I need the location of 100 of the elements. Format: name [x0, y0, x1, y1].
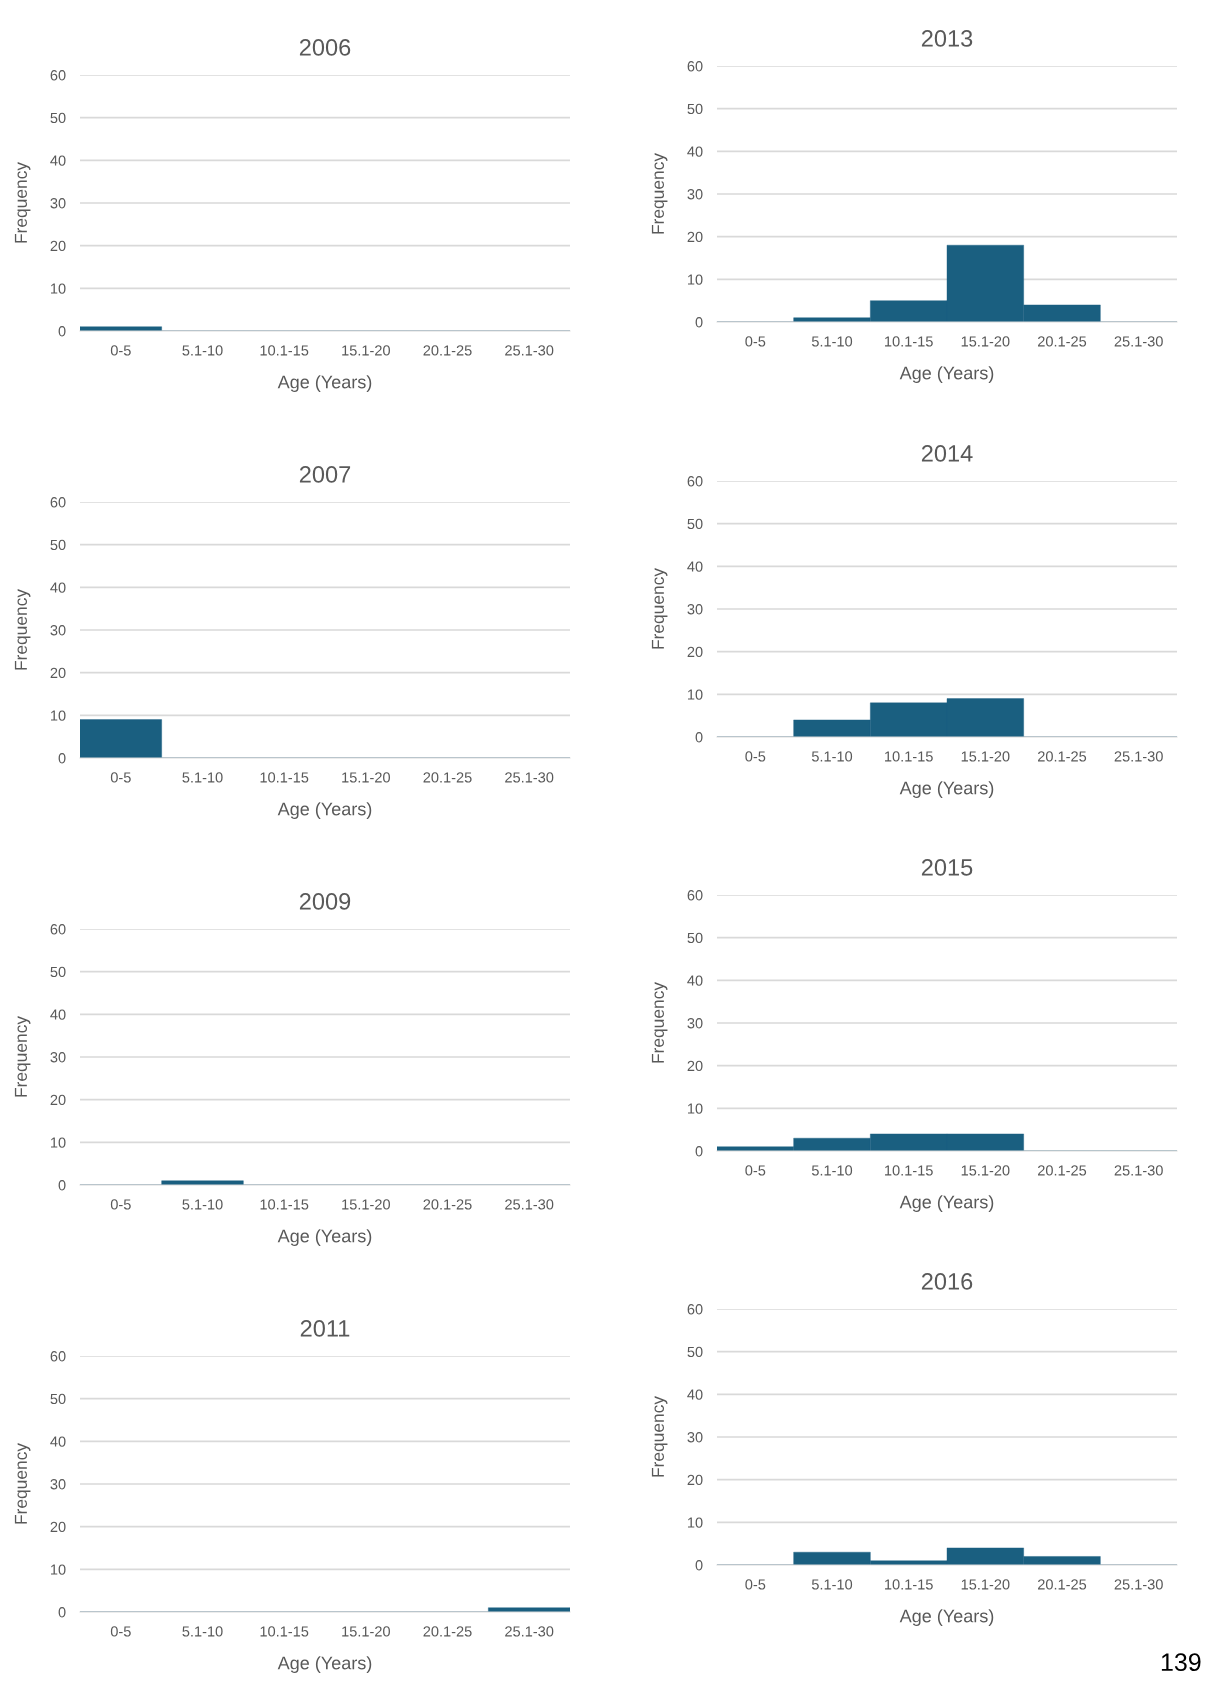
x-tick-label: 15.1-20 [342, 1199, 390, 1210]
y-tick-label: 0 [695, 1146, 703, 1157]
x-tick-label: 5.1-10 [182, 345, 223, 356]
x-tick-label: 15.1-20 [961, 1165, 1010, 1176]
y-tick-label: 0 [58, 326, 66, 337]
y-tick-label: 10 [51, 710, 66, 721]
y-tick-label: 40 [687, 561, 703, 572]
y-axis-title: Frequency [14, 1443, 31, 1524]
x-tick-label: 5.1-10 [182, 1626, 223, 1637]
y-tick-label: 60 [687, 1304, 703, 1315]
x-axis-title: Age (Years) [277, 375, 372, 392]
y-tick-label: 60 [50, 924, 66, 935]
y-tick-label: 60 [687, 61, 703, 72]
x-tick-label: 10.1-15 [260, 772, 309, 783]
x-tick-label: 25.1-30 [1114, 751, 1163, 762]
x-tick-label: 5.1-10 [811, 1165, 853, 1176]
x-tick-label: 0-5 [745, 751, 766, 762]
x-tick-label: 0-5 [110, 772, 131, 783]
y-tick-label: 10 [688, 1517, 703, 1528]
x-tick-label: 25.1-30 [505, 1199, 554, 1210]
x-tick-label: 15.1-20 [961, 1579, 1010, 1590]
y-tick-label: 30 [50, 1052, 66, 1063]
x-tick-label: 15.1-20 [961, 751, 1010, 762]
x-axis-title: Age (Years) [899, 1195, 994, 1212]
y-tick-label: 10 [51, 1137, 66, 1148]
chart-title: 2015 [921, 859, 973, 876]
y-tick-label: 10 [688, 274, 703, 285]
x-tick-label: 10.1-15 [885, 336, 933, 347]
y-tick-label: 20 [50, 1094, 66, 1106]
y-tick-label: 40 [50, 155, 66, 166]
y-tick-label: 50 [50, 112, 66, 124]
y-tick-label: 30 [50, 1479, 66, 1490]
y-tick-label: 60 [50, 497, 66, 508]
x-tick-label: 10.1-15 [885, 751, 933, 762]
x-axis-title: Age (Years) [277, 1656, 372, 1673]
y-axis-title: Frequency [14, 589, 31, 670]
y-tick-label: 10 [51, 1564, 66, 1575]
chart-title: 2006 [299, 39, 351, 56]
chart-title: 2009 [299, 893, 351, 910]
y-tick-label: 60 [50, 1351, 66, 1362]
x-tick-label: 25.1-30 [1114, 1165, 1163, 1176]
y-tick-label: 0 [58, 753, 66, 764]
y-tick-label: 40 [687, 1389, 703, 1400]
x-tick-label: 20.1-25 [1038, 1579, 1087, 1590]
y-tick-label: 30 [687, 1432, 703, 1443]
chart-title: 2013 [921, 30, 973, 47]
y-tick-label: 50 [687, 932, 703, 944]
y-tick-label: 50 [687, 518, 703, 530]
x-axis-title: Age (Years) [277, 1229, 372, 1246]
y-tick-label: 60 [50, 70, 66, 81]
x-tick-label: 15.1-20 [342, 772, 390, 783]
y-tick-label: 0 [58, 1180, 66, 1191]
y-tick-label: 30 [50, 625, 66, 636]
x-tick-label: 5.1-10 [811, 336, 853, 347]
x-tick-label: 20.1-25 [423, 772, 472, 783]
y-tick-label: 10 [688, 689, 703, 700]
x-tick-label: 15.1-20 [342, 1626, 390, 1637]
y-tick-label: 40 [50, 1009, 66, 1020]
y-axis-title: Frequency [14, 1016, 31, 1097]
y-tick-label: 0 [695, 732, 703, 743]
x-axis-title: Age (Years) [899, 366, 994, 383]
x-tick-label: 10.1-15 [260, 1626, 309, 1637]
x-axis-title: Age (Years) [899, 781, 994, 798]
y-axis-title: Frequency [651, 568, 668, 649]
y-tick-label: 60 [687, 476, 703, 487]
x-axis-title: Age (Years) [899, 1609, 994, 1626]
y-tick-label: 0 [695, 1560, 703, 1571]
x-tick-label: 5.1-10 [811, 751, 853, 762]
y-tick-label: 20 [50, 667, 66, 679]
x-tick-label: 20.1-25 [1038, 1165, 1087, 1176]
x-axis-title: Age (Years) [277, 802, 372, 819]
y-tick-label: 60 [687, 890, 703, 901]
y-tick-label: 20 [687, 1474, 703, 1486]
y-tick-label: 30 [687, 604, 703, 615]
x-tick-label: 25.1-30 [1114, 336, 1163, 347]
x-tick-label: 5.1-10 [182, 1199, 223, 1210]
y-tick-label: 20 [50, 1521, 66, 1533]
y-axis-title: Frequency [651, 153, 668, 234]
chart-title: 2016 [921, 1273, 973, 1290]
x-tick-label: 25.1-30 [1114, 1579, 1163, 1590]
x-tick-label: 20.1-25 [423, 1199, 472, 1210]
x-tick-label: 25.1-30 [505, 1626, 554, 1637]
y-tick-label: 30 [50, 198, 66, 209]
y-axis-title: Frequency [14, 162, 31, 243]
x-tick-label: 0-5 [745, 1165, 766, 1176]
y-tick-label: 40 [50, 582, 66, 593]
x-tick-label: 15.1-20 [342, 345, 390, 356]
x-tick-label: 5.1-10 [182, 772, 223, 783]
x-tick-label: 10.1-15 [260, 1199, 309, 1210]
x-tick-label: 25.1-30 [505, 345, 554, 356]
x-tick-label: 0-5 [110, 1199, 131, 1210]
x-tick-label: 0-5 [745, 336, 766, 347]
y-tick-label: 40 [687, 146, 703, 157]
y-tick-label: 20 [687, 646, 703, 658]
x-tick-label: 0-5 [110, 1626, 131, 1637]
x-tick-label: 0-5 [110, 345, 131, 356]
y-tick-label: 50 [50, 966, 66, 978]
y-tick-label: 20 [50, 240, 66, 252]
chart-title: 2014 [921, 445, 973, 462]
y-tick-label: 0 [58, 1607, 66, 1618]
